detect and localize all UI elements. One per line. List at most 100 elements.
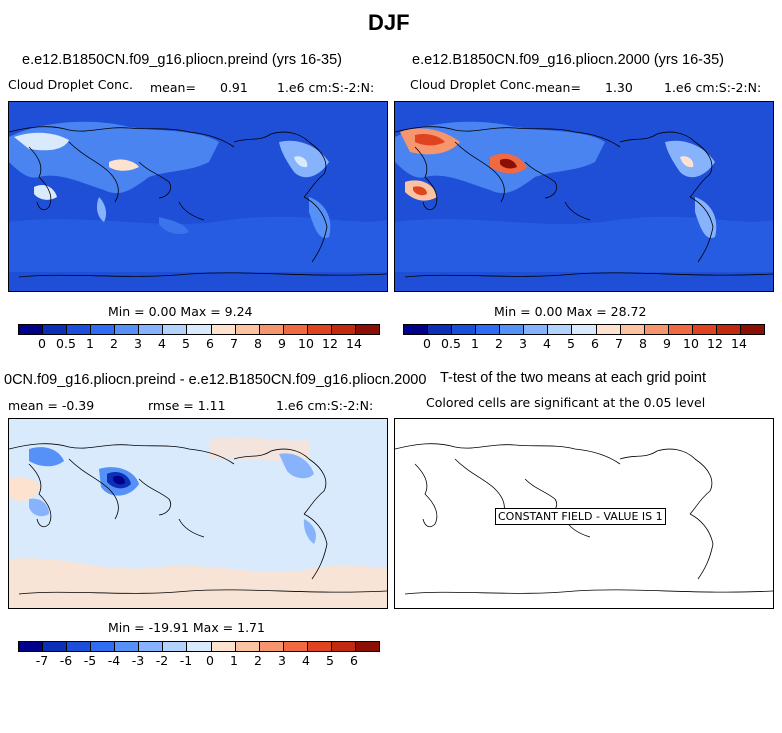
panel2-colorbar: [403, 324, 765, 335]
panel1-mean-value: 0.91: [220, 80, 248, 95]
colorbar-label: -4: [107, 653, 121, 668]
colorbar-label: 1: [86, 336, 94, 351]
colorbar-cell: [331, 325, 356, 334]
colorbar-cell: [307, 325, 332, 334]
colorbar-cell: [67, 325, 92, 334]
colorbar-label: 7: [615, 336, 623, 351]
panel3-colorbar: [18, 641, 380, 652]
colorbar-cell: [524, 325, 549, 334]
colorbar-label: 0.5: [56, 336, 76, 351]
colorbar-label: 14: [346, 336, 362, 351]
colorbar-label: 3: [278, 653, 286, 668]
colorbar-label: 7: [230, 336, 238, 351]
colorbar-cell: [91, 325, 116, 334]
panel1-colorbar: [18, 324, 380, 335]
colorbar-cell: [644, 325, 669, 334]
colorbar-cell: [259, 642, 284, 651]
colorbar-label: 6: [350, 653, 358, 668]
colorbar-cell: [740, 325, 764, 334]
colorbar-label: 1: [471, 336, 479, 351]
panel2-map-svg: [395, 102, 773, 291]
panel4-map: CONSTANT FIELD - VALUE IS 1: [394, 418, 774, 609]
colorbar-cell: [355, 325, 379, 334]
colorbar-cell: [259, 325, 284, 334]
colorbar-label: 0.5: [441, 336, 461, 351]
panel2-mean-label: mean=: [535, 80, 581, 95]
colorbar-cell: [115, 325, 140, 334]
colorbar-label: 2: [254, 653, 262, 668]
panel3-title: 0CN.f09_g16.pliocn.preind - e.e12.B1850C…: [4, 372, 427, 388]
colorbar-cell: [500, 325, 525, 334]
panel2-variable: Cloud Droplet Conc.: [410, 77, 535, 92]
panel1-map-svg: [9, 102, 387, 291]
panel2-map: [394, 101, 774, 292]
panel3-min-max: Min = -19.91 Max = 1.71: [108, 620, 265, 635]
panel1-mean-label: mean=: [150, 80, 196, 95]
panel2-mean-value: 1.30: [605, 80, 633, 95]
colorbar-label: -7: [35, 653, 49, 668]
panel2-units: 1.e6 cm:S:-2:N:: [664, 80, 762, 95]
colorbar-cell: [211, 642, 236, 651]
colorbar-label: 0: [206, 653, 214, 668]
colorbar-label: 0: [423, 336, 431, 351]
colorbar-label: 3: [134, 336, 142, 351]
colorbar-label: -1: [179, 653, 193, 668]
colorbar-label: 4: [302, 653, 310, 668]
colorbar-cell: [452, 325, 477, 334]
colorbar-label: -5: [83, 653, 97, 668]
colorbar-cell: [283, 325, 308, 334]
colorbar-cell: [283, 642, 308, 651]
colorbar-label: 6: [206, 336, 214, 351]
colorbar-label: 8: [639, 336, 647, 351]
colorbar-cell: [67, 642, 92, 651]
colorbar-label: 12: [322, 336, 338, 351]
panel4-title: T-test of the two means at each grid poi…: [440, 370, 706, 386]
colorbar-label: 4: [158, 336, 166, 351]
colorbar-label: 12: [707, 336, 723, 351]
colorbar-cell: [716, 325, 741, 334]
colorbar-label: 6: [591, 336, 599, 351]
colorbar-cell: [91, 642, 116, 651]
colorbar-label: 5: [182, 336, 190, 351]
colorbar-label: -3: [131, 653, 145, 668]
colorbar-label: 9: [278, 336, 286, 351]
colorbar-cell: [428, 325, 453, 334]
panel1-map: [8, 101, 388, 292]
colorbar-cell: [235, 642, 260, 651]
colorbar-label: 3: [519, 336, 527, 351]
colorbar-cell: [139, 325, 164, 334]
colorbar-label: 1: [230, 653, 238, 668]
colorbar-label: -6: [59, 653, 73, 668]
panel4-subtitle: Colored cells are significant at the 0.0…: [426, 395, 706, 410]
panel2-title: e.e12.B1850CN.f09_g16.pliocn.2000 (yrs 1…: [412, 52, 724, 68]
colorbar-label: 14: [731, 336, 747, 351]
panel3-map: [8, 418, 388, 609]
panel3-mean: mean = -0.39: [8, 398, 95, 413]
colorbar-cell: [163, 325, 188, 334]
colorbar-label: 2: [110, 336, 118, 351]
colorbar-label: 9: [663, 336, 671, 351]
colorbar-label: 5: [326, 653, 334, 668]
panel1-min-max: Min = 0.00 Max = 9.24: [108, 304, 253, 319]
colorbar-cell: [187, 642, 212, 651]
constant-field-label: CONSTANT FIELD - VALUE IS 1: [495, 508, 666, 525]
colorbar-cell: [19, 642, 44, 651]
colorbar-cell: [211, 325, 236, 334]
colorbar-label: 10: [683, 336, 699, 351]
colorbar-cell: [43, 642, 68, 651]
colorbar-cell: [19, 325, 44, 334]
colorbar-cell: [355, 642, 379, 651]
colorbar-cell: [404, 325, 429, 334]
panel1-variable: Cloud Droplet Conc.: [8, 77, 133, 92]
colorbar-cell: [692, 325, 717, 334]
panel2-min-max: Min = 0.00 Max = 28.72: [494, 304, 647, 319]
colorbar-cell: [307, 642, 332, 651]
panel3-map-svg: [9, 419, 387, 608]
colorbar-cell: [43, 325, 68, 334]
colorbar-cell: [331, 642, 356, 651]
colorbar-label: -2: [155, 653, 169, 668]
colorbar-label: 8: [254, 336, 262, 351]
colorbar-cell: [235, 325, 260, 334]
colorbar-label: 2: [495, 336, 503, 351]
colorbar-cell: [596, 325, 621, 334]
